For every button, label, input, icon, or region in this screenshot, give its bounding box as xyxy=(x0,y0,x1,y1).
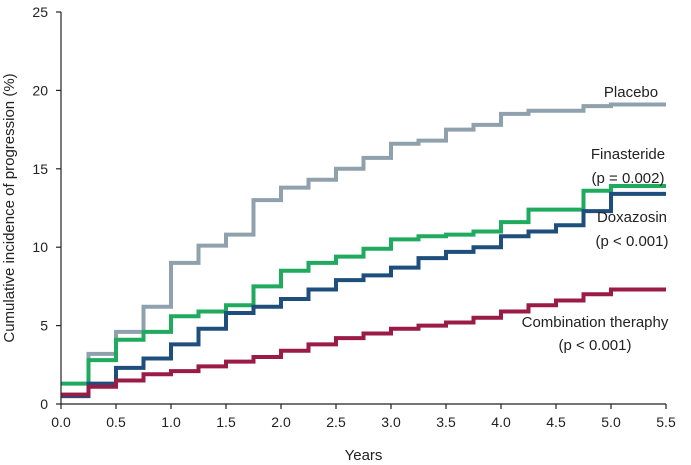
series-labels-layer: Placebo Finasteride (p = 0.002) Doxazosin (p… xyxy=(522,84,669,354)
y-tick-label: 25 xyxy=(32,4,48,20)
y-tick-label: 20 xyxy=(32,82,48,98)
x-tick-label: 3.0 xyxy=(381,414,401,430)
series-label-finasteride: Finasteride xyxy=(591,146,665,163)
series-annotation-combination-theraphy: (p < 0.001) xyxy=(559,337,632,354)
y-tick-label: 10 xyxy=(32,239,48,255)
series-label-doxazosin: Doxazosin xyxy=(597,209,667,226)
x-tick-label: 5.0 xyxy=(601,414,621,430)
series-annotation-doxazosin: (p < 0.001) xyxy=(596,233,669,250)
ticks-layer: 0.0 0.5 1.0 1.5 2.0 2.5 3.0 3.5 4.0 4.5 5.0 5.5 0 5 10… xyxy=(32,4,676,430)
series-label-combination-theraphy: Combination theraphy xyxy=(522,314,669,331)
y-tick-label: 5 xyxy=(40,318,48,334)
x-tick-label: 3.5 xyxy=(436,414,456,430)
series-annotation-finasteride: (p = 0.002) xyxy=(592,170,665,187)
axes-layer xyxy=(60,12,666,405)
x-tick-label: 5.5 xyxy=(656,414,676,430)
x-tick-label: 1.0 xyxy=(161,414,181,430)
series-line-doxazosin xyxy=(61,191,666,399)
x-tick-label: 0.0 xyxy=(51,414,71,430)
x-tick-label: 1.5 xyxy=(216,414,236,430)
series-line-combination-theraphy xyxy=(61,287,666,397)
x-tick-label: 4.0 xyxy=(491,414,511,430)
y-axis-title: Cumulative incidence of progression (%) xyxy=(1,73,18,342)
series-line-finasteride xyxy=(61,184,666,386)
series-label-placebo: Placebo xyxy=(604,84,658,101)
series-line-placebo xyxy=(61,102,666,397)
x-tick-label: 4.5 xyxy=(546,414,566,430)
x-tick-label: 2.5 xyxy=(326,414,346,430)
x-tick-label: 0.5 xyxy=(106,414,126,430)
series-layer xyxy=(61,102,666,399)
x-axis-title: Years xyxy=(345,447,383,464)
y-tick-label: 15 xyxy=(32,161,48,177)
x-tick-label: 2.0 xyxy=(271,414,291,430)
y-tick-label: 0 xyxy=(40,396,48,412)
